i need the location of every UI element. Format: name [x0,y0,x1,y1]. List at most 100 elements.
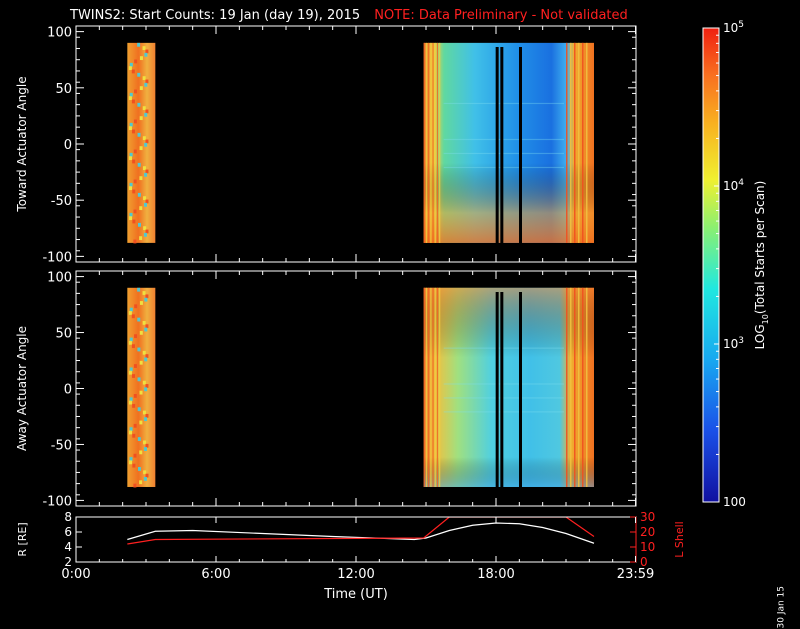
edge-stripe [578,42,580,243]
speckle [131,99,135,104]
speckle [129,122,133,127]
data-block-shade [423,287,594,487]
edge-stripe [436,42,439,243]
speckle [142,320,146,325]
y-tick-label: 0 [64,383,72,398]
series-l-shell [127,517,595,545]
speckle [129,460,133,465]
edge-stripe [566,287,568,487]
title-main: TWINS2: Start Counts: 19 Jan (day 19), 2… [70,8,361,23]
speckle [129,186,133,191]
footer-date: 30 Jan 15 [776,586,786,629]
angle-band [443,152,564,155]
angle-band [443,347,564,349]
speckle [145,324,149,329]
edge-stripe [430,42,432,243]
speckle [139,301,143,305]
angle-band [443,383,564,385]
speckle [139,390,143,395]
data-gap-1 [500,47,504,243]
speckle [145,354,149,359]
speckle [137,132,141,137]
speckle [144,297,148,302]
speckle [139,330,143,335]
speckle [128,66,132,71]
panel-toward: -100 -50 0 50 100 Toward Actuator Angle [15,25,637,265]
speckle [143,477,147,481]
speckle [142,106,146,111]
speckle [145,199,149,204]
speckle [129,216,133,221]
speckle [128,96,132,101]
speckle [139,480,143,485]
speckle [137,42,141,47]
speckle [129,92,133,97]
edge-stripe [566,42,568,243]
speckle [145,169,149,174]
edge-stripe [436,287,439,487]
speckle [142,380,146,385]
speckle [133,239,137,244]
speckle [133,483,137,488]
speckle [142,46,146,51]
speckle [131,69,135,74]
speckle [129,337,133,342]
angle-band [443,411,564,413]
speckle [131,344,135,349]
y-right-tick-label: 10 [640,540,655,554]
speckle [132,403,136,408]
speckle [137,437,141,441]
speckle [145,49,149,54]
speckle [137,317,141,322]
y-tick-label: 100 [47,271,72,286]
speckle [144,112,148,117]
y-tick-label: 50 [55,82,72,97]
speckle [137,377,141,382]
speckle [134,59,138,64]
speckle [133,119,137,124]
edge-stripe [586,42,588,243]
speckle [128,340,132,345]
y-left-tick-label: 4 [64,540,72,554]
data-gap-2 [519,292,522,487]
angle-band [443,166,564,169]
speckle [139,86,143,91]
speckle [132,463,136,468]
speckle [133,453,137,458]
speckle [139,360,143,365]
speckle [133,364,137,368]
edge-stripe [432,287,434,487]
speckle [145,79,149,84]
speckle [139,236,143,241]
x-tick-label: 23:59 [617,567,654,582]
edge-stripe [570,287,572,487]
y-tick-label: -100 [42,250,72,265]
speckle [139,420,143,425]
speckle [143,470,147,475]
colorbar-label: LOG10(Total Starts per Scan) [753,181,770,350]
edge-stripe [582,287,584,487]
y-right-tick-label: 0 [640,555,648,569]
speckle [139,176,143,181]
speckle [142,136,146,141]
speckle [133,149,137,154]
speckle [144,447,148,451]
plot-title: TWINS2: Start Counts: 19 Jan (day 19), 2… [70,8,628,23]
speckle [137,467,141,471]
speckle [137,347,141,352]
speckle [128,370,132,375]
colorbar-gradient [703,28,719,502]
title-note: NOTE: Data Preliminary - Not validated [374,8,628,23]
speckle [139,56,143,61]
speckle [144,357,148,362]
speckle [128,400,132,405]
speckle [137,407,141,412]
x-tick-label: 18:00 [477,567,514,582]
speckle [131,314,135,319]
speckle [145,229,149,234]
edge-stripe [432,42,434,243]
speckle [142,166,146,171]
y-axis-label: Toward Actuator Angle [15,76,29,212]
speckle [144,82,148,87]
speckle [142,410,146,415]
